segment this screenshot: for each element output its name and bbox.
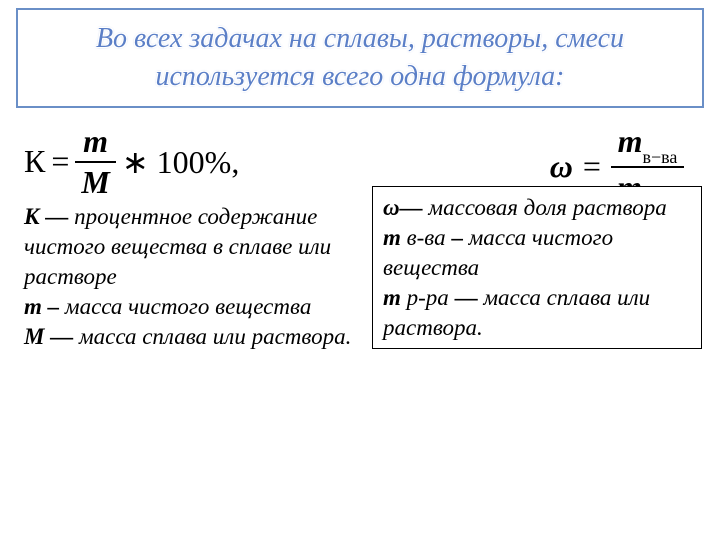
formula-k: К = m M ∗ 100%, — [24, 124, 239, 200]
def-term: m — [383, 225, 407, 250]
def-text: масса сплава или раствора. — [79, 324, 351, 349]
def-term: М — — [24, 324, 79, 349]
def-left-line2: m – масса чистого вещества — [24, 292, 364, 322]
def-term-sub: в-ва — [407, 225, 452, 250]
def-term: m — [383, 285, 407, 310]
def-text: массовая доля раствора — [428, 195, 666, 220]
formula-omega-num: mв−ва — [612, 124, 684, 164]
def-term: К — — [24, 204, 74, 229]
def-left-line1: К — процентное содержание чистого вещест… — [24, 202, 364, 292]
def-text: масса чистого вещества — [65, 294, 311, 319]
definition-right: ω— массовая доля раствора m в-ва – масса… — [372, 186, 702, 349]
def-right-line3: m р-ра — масса сплава или раствора. — [383, 283, 691, 343]
formula-k-eq: = — [51, 143, 69, 180]
formula-k-den: M — [75, 165, 115, 200]
num-sub: в−ва — [642, 147, 677, 167]
fraction-bar — [75, 161, 115, 163]
formula-k-tail: ∗ 100%, — [122, 143, 239, 181]
def-dash: – — [451, 225, 468, 250]
definition-left: К — процентное содержание чистого вещест… — [24, 202, 364, 351]
def-left-line3: М — масса сплава или раствора. — [24, 322, 364, 352]
title-box: Во всех задачах на сплавы, растворы, сме… — [16, 8, 704, 108]
formula-k-num: m — [77, 124, 114, 159]
def-term: ω— — [383, 195, 428, 220]
def-right-line2: m в-ва – масса чистого вещества — [383, 223, 691, 283]
formula-omega-lhs: ω — [550, 148, 573, 185]
title-text: Во всех задачах на сплавы, растворы, сме… — [34, 20, 686, 96]
def-dash: — — [455, 285, 484, 310]
formula-omega-eq: = — [583, 148, 601, 185]
formula-k-fraction: m M — [75, 124, 115, 200]
def-right-line1: ω— массовая доля раствора — [383, 193, 691, 223]
def-term-sub: р-ра — [407, 285, 455, 310]
def-term: m – — [24, 294, 65, 319]
formula-k-lhs: К — [24, 143, 45, 180]
num-base: m — [618, 123, 643, 159]
